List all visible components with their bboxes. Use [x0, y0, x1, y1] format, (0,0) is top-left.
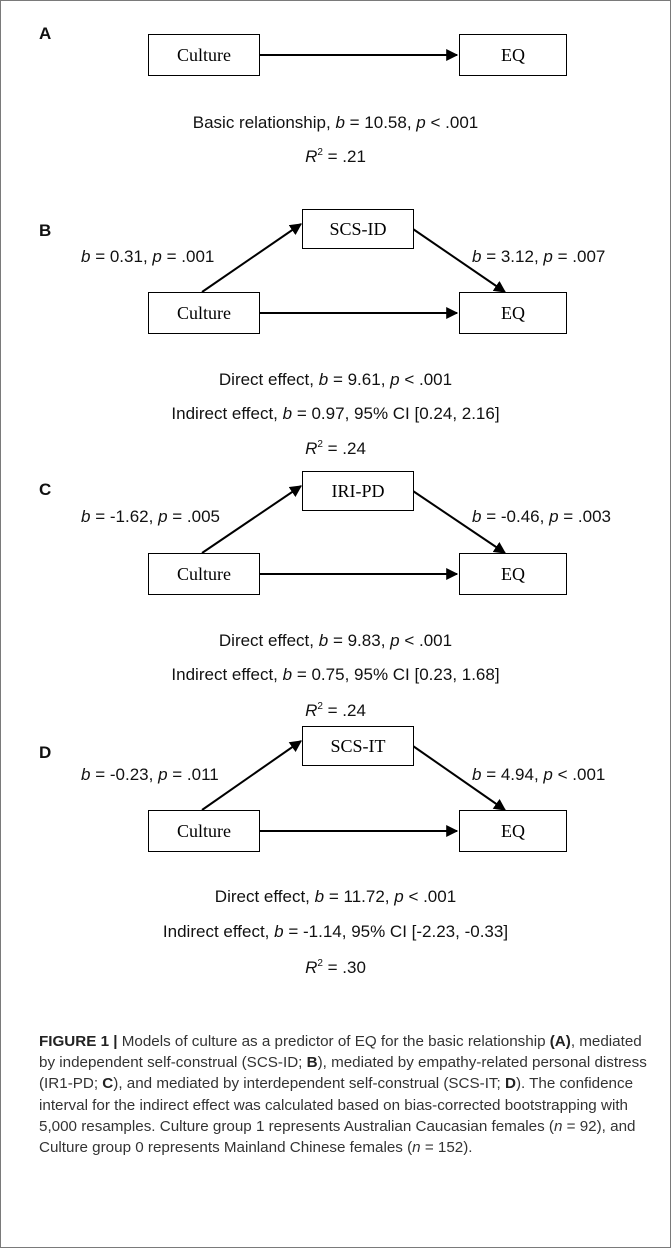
- panel-d-direct-effect: Direct effect, b = 11.72, p < .001: [214, 887, 457, 906]
- panel-a-culture-box: Culture: [148, 34, 260, 76]
- panel-a-eq-box: EQ: [459, 34, 567, 76]
- panel-a-r-squared: R2 = .21: [305, 147, 366, 166]
- panel-a-label: A: [39, 24, 52, 43]
- caption-label: FIGURE 1 |: [39, 1033, 118, 1050]
- panel-d-mediator-box: SCS-IT: [302, 726, 414, 766]
- panel-b-eq-box: EQ: [459, 292, 567, 334]
- panel-d-r-squared: R2 = .30: [305, 958, 366, 977]
- panel-b-indirect-effect: Indirect effect, b = 0.97, 95% CI [0.24,…: [171, 404, 500, 423]
- panel-b-path-b-label: b = 3.12, p = .007: [472, 247, 606, 266]
- arrow-b-a: [201, 223, 302, 293]
- panel-b-path-a-label: b = 0.31, p = .001: [81, 247, 215, 266]
- panel-b-culture-box: Culture: [148, 292, 260, 334]
- panel-c-eq-box: EQ: [459, 553, 567, 595]
- panel-c-mediator-box: IRI-PD: [302, 471, 414, 511]
- panel-d-label: D: [39, 743, 52, 762]
- panel-c-label: C: [39, 480, 52, 499]
- panel-d-eq-box: EQ: [459, 810, 567, 852]
- panel-d-path-b-label: b = 4.94, p < .001: [472, 765, 606, 784]
- panel-c-r-squared: R2 = .24: [305, 701, 366, 720]
- panel-b-direct-effect: Direct effect, b = 9.61, p < .001: [218, 370, 453, 389]
- panel-b-label: B: [39, 221, 52, 240]
- panel-c-culture-box: Culture: [148, 553, 260, 595]
- panel-c-path-a-label: b = -1.62, p = .005: [81, 507, 221, 526]
- panel-c-direct-effect: Direct effect, b = 9.83, p < .001: [218, 631, 453, 650]
- panel-c-path-b-label: b = -0.46, p = .003: [472, 507, 612, 526]
- panel-b-mediator-box: SCS-ID: [302, 209, 414, 249]
- panel-d-indirect-effect: Indirect effect, b = -1.14, 95% CI [-2.2…: [162, 922, 509, 941]
- panel-d-culture-box: Culture: [148, 810, 260, 852]
- figure-caption: FIGURE 1 | Models of culture as a predic…: [39, 1033, 647, 1157]
- panel-a-basic-relationship: Basic relationship, b = 10.58, p < .001: [192, 113, 479, 132]
- panel-d-path-a-label: b = -0.23, p = .011: [81, 765, 219, 784]
- panel-c-indirect-effect: Indirect effect, b = 0.75, 95% CI [0.23,…: [171, 665, 500, 684]
- panel-b-r-squared: R2 = .24: [305, 439, 366, 458]
